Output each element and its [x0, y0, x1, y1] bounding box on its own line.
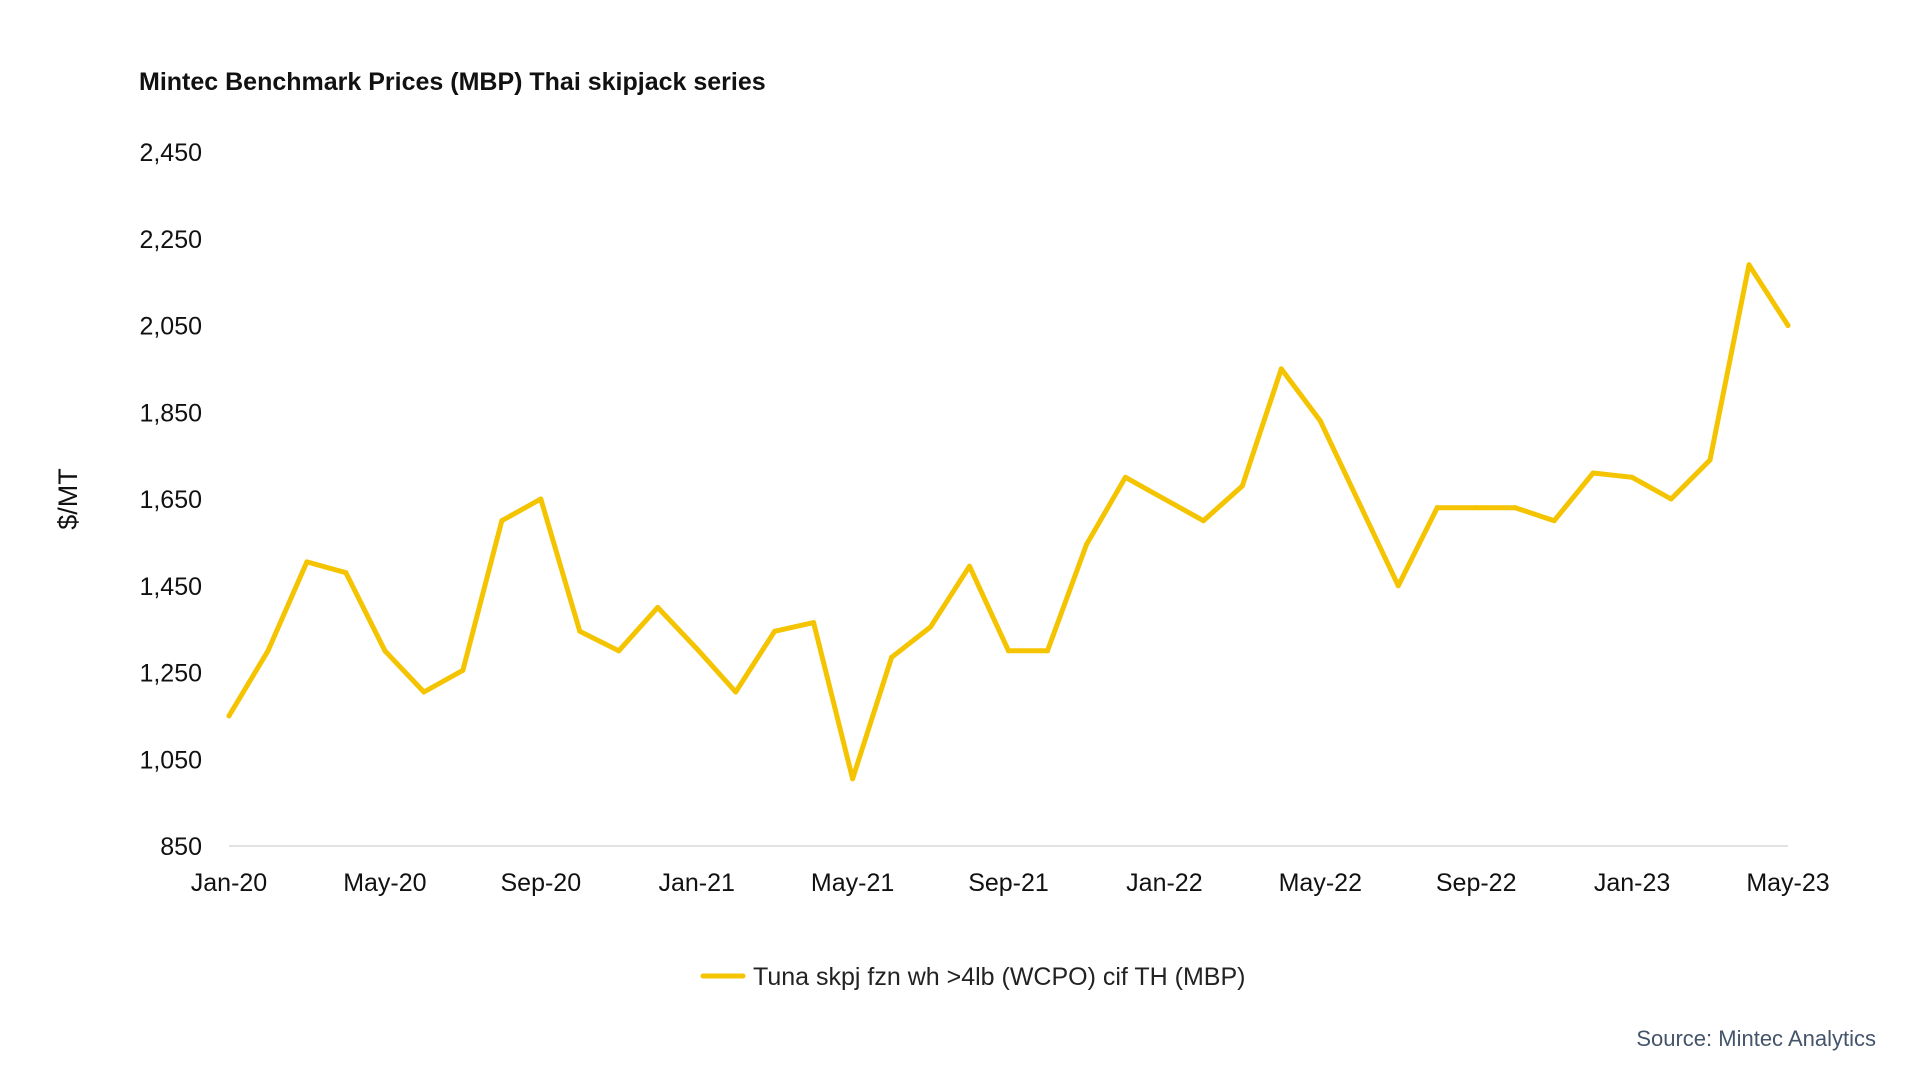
- x-tick-label: May-22: [1279, 869, 1362, 897]
- data-point: [577, 628, 583, 634]
- data-point: [538, 496, 544, 502]
- data-point: [1083, 542, 1089, 548]
- data-point: [1006, 648, 1011, 654]
- data-point: [1746, 262, 1752, 268]
- data-point: [343, 570, 349, 576]
- data-point: [382, 648, 388, 654]
- legend-label: Tuna skpj fzn wh >4lb (WCPO) cif TH (MBP…: [753, 963, 1245, 991]
- x-tick-label: Jan-20: [191, 869, 267, 897]
- data-point: [1629, 474, 1635, 480]
- x-axis-ticks: Jan-20 May-20 Sep-20 Jan-21 May-21 Sep-21 Jan-…: [191, 869, 1830, 897]
- data-point: [1785, 323, 1791, 328]
- data-point: [1122, 474, 1128, 480]
- source-note: Source: Mintec Analytics: [1636, 1026, 1876, 1051]
- data-point: [499, 518, 505, 524]
- x-tick-label: May-23: [1746, 869, 1829, 897]
- data-point: [1044, 648, 1050, 654]
- data-point: [1239, 483, 1245, 489]
- data-point: [850, 776, 856, 782]
- x-tick-label: Sep-22: [1436, 869, 1517, 897]
- y-tick-label: 1,050: [139, 746, 202, 774]
- chart-title: Mintec Benchmark Prices (MBP) Thai skipj…: [139, 68, 766, 96]
- x-tick-label: Jan-21: [658, 869, 734, 897]
- data-point: [928, 624, 934, 630]
- data-point: [889, 654, 895, 660]
- y-axis-label: $/MT: [53, 468, 83, 530]
- data-point: [226, 713, 232, 719]
- x-tick-label: May-20: [343, 869, 426, 897]
- data-point: [1161, 496, 1167, 502]
- series-group: [226, 262, 1791, 782]
- y-tick-label: 2,450: [139, 139, 202, 167]
- data-point: [1278, 366, 1284, 372]
- data-point: [265, 648, 271, 654]
- data-point: [655, 604, 661, 610]
- data-point: [811, 620, 817, 626]
- data-point: [694, 646, 700, 652]
- y-axis-ticks: 2,450 2,250 2,050 1,850 1,650 1,450 1,250 1,050…: [139, 139, 202, 861]
- x-tick-label: Sep-20: [500, 869, 581, 897]
- data-point: [1395, 583, 1401, 589]
- y-tick-label: 1,450: [139, 573, 202, 601]
- data-point: [1590, 470, 1596, 476]
- y-tick-label: 2,050: [139, 313, 202, 341]
- data-point: [304, 559, 310, 565]
- data-point: [1473, 505, 1479, 511]
- data-point: [967, 563, 973, 569]
- y-tick-label: 1,650: [139, 486, 202, 514]
- y-tick-label: 2,250: [139, 226, 202, 254]
- data-point: [1356, 500, 1362, 506]
- x-tick-label: Jan-23: [1594, 869, 1670, 897]
- data-point: [772, 628, 778, 634]
- y-tick-label: 850: [160, 833, 202, 861]
- data-point: [1317, 418, 1323, 424]
- data-point: [616, 648, 622, 654]
- legend: Tuna skpj fzn wh >4lb (WCPO) cif TH (MBP…: [700, 963, 1245, 991]
- data-point: [1551, 518, 1557, 524]
- x-tick-label: May-21: [811, 869, 894, 897]
- y-tick-label: 1,850: [139, 399, 202, 427]
- data-point: [1200, 518, 1206, 524]
- x-tick-label: Jan-22: [1126, 869, 1202, 897]
- data-point: [1707, 457, 1713, 463]
- x-tick-label: Sep-21: [968, 869, 1049, 897]
- data-point: [1434, 505, 1440, 511]
- data-point: [733, 689, 739, 695]
- data-point: [421, 689, 427, 695]
- data-point: [1668, 496, 1674, 502]
- data-point: [1512, 505, 1518, 511]
- data-point: [460, 667, 466, 673]
- y-tick-label: 1,250: [139, 660, 202, 688]
